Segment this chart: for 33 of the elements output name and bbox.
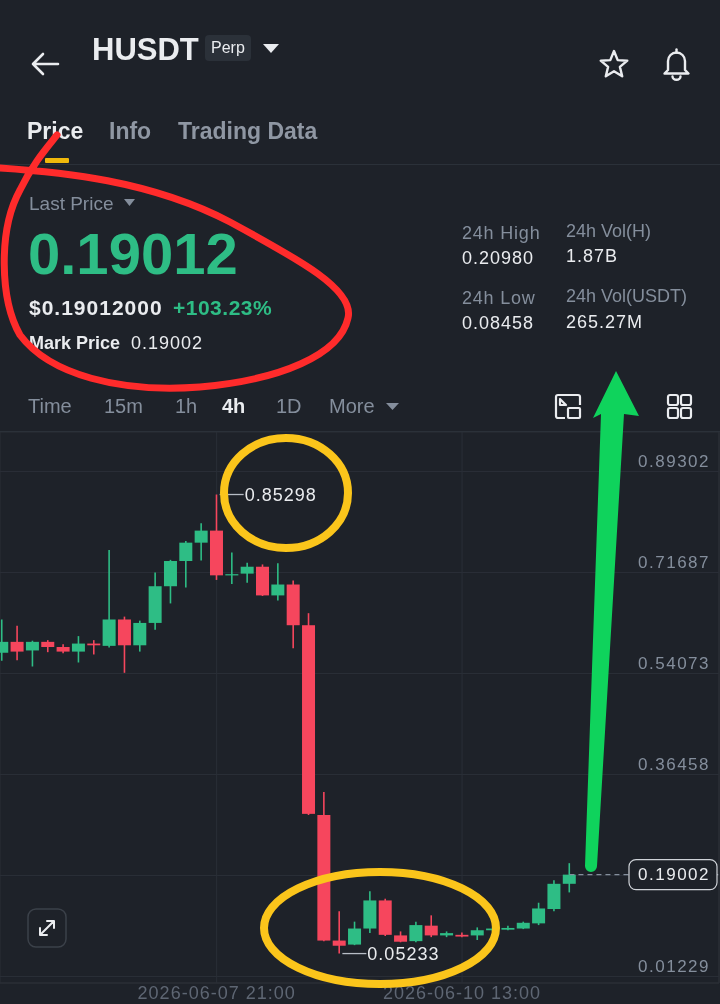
text: Trading Data bbox=[178, 117, 318, 144]
x-tick-label: 2026-06-10 13:00 bbox=[383, 983, 542, 1003]
text: Time bbox=[28, 395, 72, 417]
text: $0.19012000 bbox=[29, 295, 163, 319]
y-tick-label: 0.36458 bbox=[638, 755, 710, 775]
chart-title: HUSDT bbox=[92, 31, 199, 67]
text: 24h Vol(USDT) bbox=[566, 286, 688, 306]
text: Info bbox=[109, 117, 152, 144]
text: 24h Low bbox=[462, 288, 536, 308]
y-tick-label: 0.71687 bbox=[638, 553, 710, 573]
text: 15m bbox=[104, 395, 143, 417]
text: 24h High bbox=[462, 223, 541, 243]
text: 1h bbox=[175, 395, 198, 417]
text: 4h bbox=[222, 395, 246, 417]
text: 0.19002 bbox=[131, 333, 204, 353]
text: +103.23% bbox=[173, 295, 273, 319]
y-tick-label: 0.54073 bbox=[638, 654, 710, 674]
text: 0.08458 bbox=[462, 313, 535, 333]
x-tick-label: 2026-06-07 21:00 bbox=[137, 983, 296, 1003]
text: More bbox=[329, 395, 375, 417]
badge: Perp bbox=[205, 35, 251, 61]
ref-line-label: 0.19002 bbox=[638, 865, 710, 885]
text: Last Price bbox=[29, 192, 114, 214]
annotation: 0.85298 bbox=[244, 484, 317, 505]
text: 24h Vol(H) bbox=[566, 221, 652, 241]
y-tick-label: 0.89302 bbox=[638, 452, 710, 472]
text: 1D bbox=[276, 395, 302, 417]
text: 0.20980 bbox=[462, 248, 535, 268]
text: 0.19012 bbox=[28, 221, 238, 286]
annotation: 0.05233 bbox=[367, 943, 440, 964]
text: 265.27M bbox=[566, 312, 644, 332]
text: 1.87B bbox=[566, 246, 619, 266]
y-tick-label: 0.01229 bbox=[638, 957, 710, 977]
